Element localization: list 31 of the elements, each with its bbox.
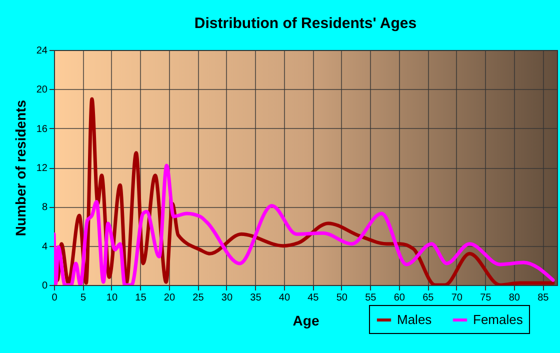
x-tick-label: 65 bbox=[422, 292, 434, 304]
line-series bbox=[54, 164, 555, 285]
chart-title: Distribution of Residents' Ages bbox=[194, 15, 417, 32]
x-tick-label: 5 bbox=[80, 292, 86, 304]
x-tick-label: 25 bbox=[192, 292, 204, 304]
y-tick-label: 12 bbox=[36, 163, 48, 174]
y-tick-label: 20 bbox=[36, 84, 48, 96]
x-tick-label: 0 bbox=[52, 292, 58, 304]
x-tick-label: 50 bbox=[336, 292, 348, 304]
y-axis-title: Number of residents bbox=[12, 100, 28, 236]
x-tick-label: 60 bbox=[394, 292, 406, 304]
x-tick-label: 40 bbox=[278, 292, 290, 304]
x-tick-label: 55 bbox=[365, 292, 377, 304]
y-tick-label: 8 bbox=[42, 202, 48, 214]
x-tick-label: 75 bbox=[480, 292, 492, 304]
x-tick-label: 30 bbox=[221, 292, 233, 304]
x-tick-label: 15 bbox=[135, 292, 147, 304]
x-tick-label: 85 bbox=[538, 292, 550, 304]
legend-label: Males bbox=[397, 312, 432, 327]
legend-label: Females bbox=[473, 312, 524, 327]
y-tick-label: 24 bbox=[36, 46, 48, 56]
x-tick-label: 10 bbox=[106, 292, 118, 304]
y-tick-label: 4 bbox=[42, 241, 48, 252]
x-tick-label: 70 bbox=[451, 292, 463, 304]
y-tick-label: 0 bbox=[42, 280, 48, 292]
y-tick-label: 16 bbox=[36, 124, 48, 135]
x-tick-label: 45 bbox=[308, 292, 320, 304]
x-tick-label: 35 bbox=[250, 292, 262, 304]
x-tick-label: 20 bbox=[164, 292, 176, 304]
x-tick-label: 80 bbox=[508, 292, 520, 304]
x-axis-title: Age bbox=[292, 312, 320, 328]
